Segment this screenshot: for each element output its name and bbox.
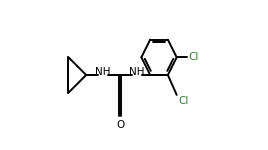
- Text: Cl: Cl: [178, 96, 189, 106]
- Text: O: O: [116, 120, 124, 130]
- Text: NH: NH: [95, 67, 111, 77]
- Text: Cl: Cl: [188, 52, 199, 62]
- Text: NH: NH: [129, 67, 145, 77]
